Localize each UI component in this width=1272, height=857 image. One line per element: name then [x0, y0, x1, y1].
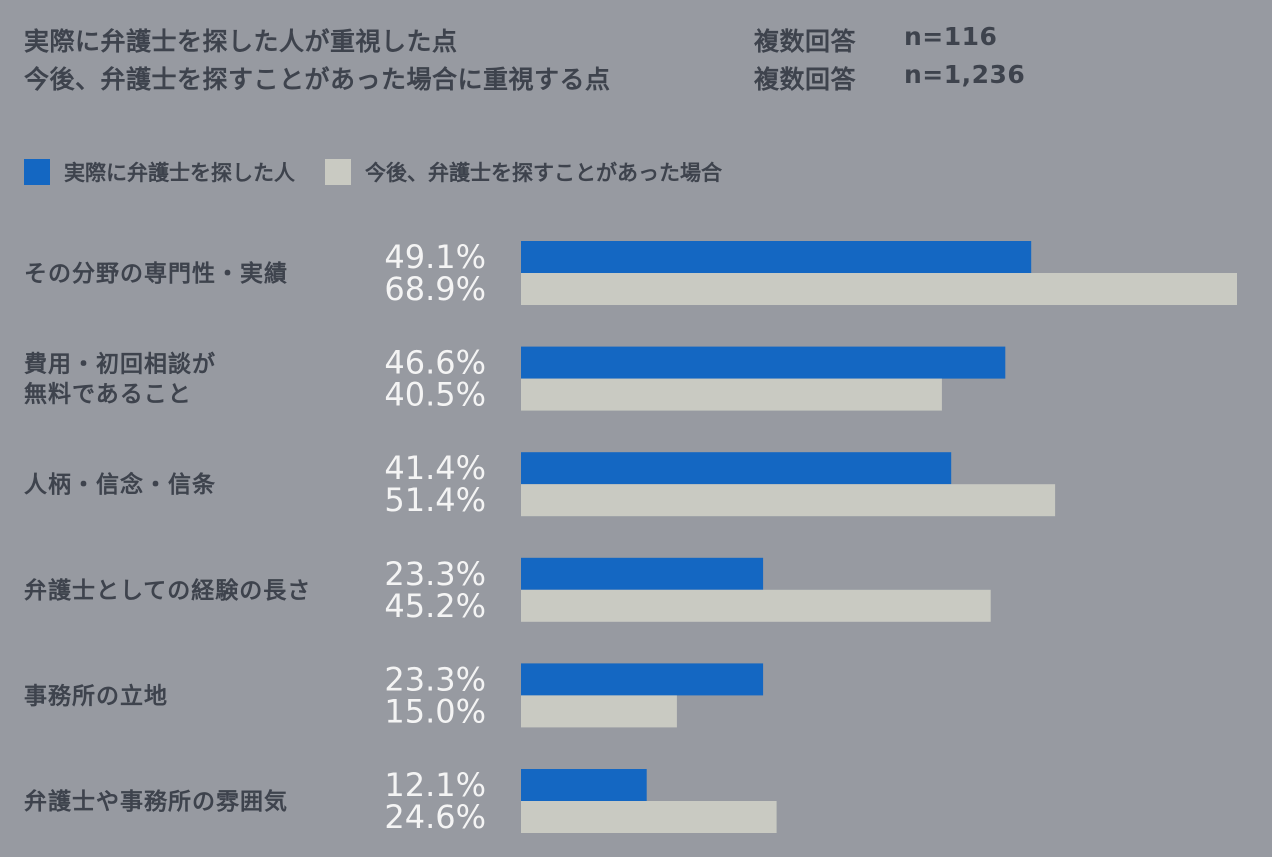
bar-series2	[521, 378, 942, 411]
bar-series1	[521, 346, 1006, 379]
header-note-line2: 複数回答	[754, 65, 857, 94]
value-label-series2: 24.6%	[384, 798, 486, 836]
bar-series1	[521, 452, 952, 485]
header-title-line2: 今後、弁護士を探すことがあった場合に重視する点	[24, 65, 611, 94]
header-sample-size-line1: n=116	[904, 22, 998, 51]
value-label-series1: 23.3%	[384, 555, 486, 593]
bar-series2	[521, 801, 777, 833]
bar-series2	[521, 589, 991, 622]
header-sample-size-line2: n=1,236	[904, 60, 1026, 89]
legend-label-series1: 実際に弁護士を探した人	[64, 161, 295, 185]
bar-series2	[521, 695, 677, 728]
chart-legend: 実際に弁護士を探した人 今後、弁護士を探すことがあった場合	[24, 154, 752, 190]
category-label: 事務所の立地	[24, 682, 168, 709]
value-label-series1: 41.4%	[384, 449, 486, 487]
value-label-series1: 49.1%	[384, 238, 486, 276]
header-note-line1: 複数回答	[754, 27, 857, 56]
value-label-series2: 15.0%	[384, 692, 486, 730]
legend-swatch-series1	[24, 159, 50, 185]
category-label: 弁護士としての経験の長さ	[24, 577, 311, 604]
legend-swatch-series2	[325, 159, 351, 185]
bar-series2	[521, 273, 1237, 305]
bar-series1	[521, 769, 647, 801]
bar-series1	[521, 663, 764, 696]
bar-series1	[521, 241, 1032, 273]
value-label-series2: 51.4%	[384, 481, 486, 519]
value-label-series1: 12.1%	[384, 766, 486, 804]
category-label: 費用・初回相談が	[24, 351, 216, 378]
category-label: 無料であること	[24, 382, 192, 408]
value-label-series1: 23.3%	[384, 660, 486, 698]
bar-series1	[521, 557, 764, 590]
bar-series2	[521, 484, 1056, 517]
value-label-series2: 68.9%	[384, 270, 486, 308]
value-label-series1: 46.6%	[384, 344, 486, 382]
category-label: その分野の専門性・実績	[24, 260, 288, 287]
category-label: 弁護士や事務所の雰囲気	[24, 788, 288, 815]
header-title-line1: 実際に弁護士を探した人が重視した点	[24, 27, 458, 56]
legend-label-series2: 今後、弁護士を探すことがあった場合	[365, 161, 722, 185]
value-label-series2: 45.2%	[384, 587, 486, 625]
value-label-series2: 40.5%	[384, 376, 486, 414]
category-label: 人柄・信念・信条	[24, 471, 216, 498]
